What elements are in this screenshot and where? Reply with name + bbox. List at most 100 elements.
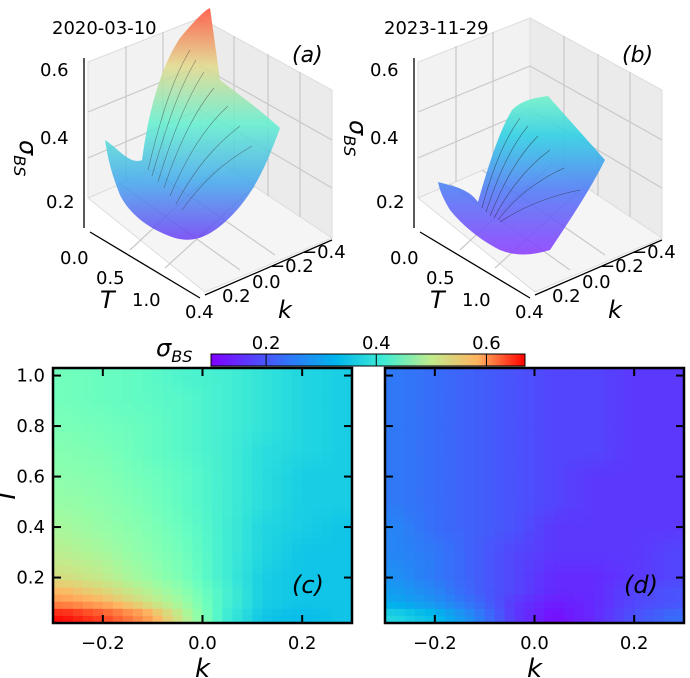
heatmap-cell [92,530,104,539]
heatmap-cell [434,566,446,575]
heatmap-cell [212,573,224,582]
heatmap-cell [594,474,605,482]
heatmap-cell [53,417,64,426]
x-tick-label: 0.2 [288,633,317,654]
heatmap-cell [222,396,233,405]
heatmap-cell [654,431,665,440]
heatmap-cell [172,417,184,426]
heatmap-cell [232,488,243,497]
heatmap-cell [414,382,426,390]
heatmap-cell [444,495,456,504]
heatmap-cell [182,530,194,539]
heatmap-cell [172,594,184,603]
heatmap-cell [564,594,575,603]
heatmap-cell [584,601,595,610]
heatmap-cell [152,509,164,518]
heatmap-cell [112,495,124,504]
heatmap-cell [404,552,416,560]
heatmap-cell [584,396,595,405]
heatmap-cell [122,530,134,539]
heatmap-cell [82,467,94,475]
heatmap-cell [464,495,476,504]
heatmap-cell [434,453,446,461]
heatmap-cell [534,467,546,475]
heatmap-cell [242,389,253,397]
heatmap-cell [674,410,685,419]
heatmap-cell [604,488,615,497]
heatmap-cell [444,382,456,390]
heatmap-cell [172,502,184,511]
heatmap-cell [312,523,323,532]
heatmap-cell [414,438,426,447]
heatmap-cell [514,573,526,582]
heatmap-cell [434,389,446,397]
heatmap-cell [524,424,536,433]
heatmap-cell [282,608,293,617]
heatmap-cell [82,382,94,390]
heatmap-cell [534,587,546,596]
heatmap-cell [332,474,343,482]
heatmap-cell [634,594,645,603]
heatmap-cell [302,552,313,560]
heatmap-cell [554,530,565,539]
panel-b-ytick: 0.2 [552,286,581,307]
heatmap-cell [624,509,635,518]
heatmap-cell [282,453,293,461]
heatmap-cell [614,530,625,539]
heatmap-cell [404,453,416,461]
heatmap-cell [454,552,466,560]
heatmap-cell [654,601,665,610]
heatmap-cell [464,467,476,475]
heatmap-cell [202,382,214,390]
heatmap-cell [654,488,665,497]
heatmap-cell [262,403,273,412]
heatmap-cell [584,516,595,525]
heatmap-cell [92,403,104,412]
heatmap-cell [604,523,615,532]
heatmap-cell [162,559,174,567]
heatmap-cell [454,601,466,610]
heatmap-cell [202,502,214,511]
panel-b-xtick: 1.0 [462,290,491,311]
heatmap-cell [514,417,526,426]
heatmap-cell [142,516,154,525]
heatmap-cell [404,545,416,553]
heatmap-cell [394,552,406,560]
heatmap-cell [464,488,476,497]
heatmap-cell [604,538,615,546]
heatmap-cell [292,474,303,482]
heatmap-cell [524,502,536,511]
heatmap-cell [322,467,333,475]
heatmap-cell [262,566,273,575]
heatmap-cell [394,445,406,454]
heatmap-cell [464,417,476,426]
heatmap-cell [82,481,94,490]
heatmap-cell [534,523,546,532]
heatmap-cell [232,545,243,553]
heatmap-cell [262,474,273,482]
heatmap-cell [534,594,546,603]
heatmap-cell [172,580,184,589]
heatmap-cell [594,460,605,468]
heatmap-cell [584,488,595,497]
heatmap-cell [444,417,456,426]
heatmap-cell [202,460,214,468]
heatmap-cell [514,495,526,504]
heatmap-cell [404,530,416,539]
heatmap-cell [385,375,396,383]
heatmap-cell [212,580,224,589]
heatmap-cell [62,573,74,582]
heatmap-cell [212,431,224,440]
heatmap-cell [394,368,406,376]
heatmap-cell [322,495,333,504]
heatmap-cell [394,523,406,532]
heatmap-cell [112,403,124,412]
heatmap-cell [332,396,343,405]
heatmap-cell [564,530,575,539]
heatmap-cell [674,467,685,475]
heatmap-cell [152,502,164,511]
heatmap-cell [614,502,625,511]
heatmap-cell [252,608,263,617]
heatmap-cell [474,438,486,447]
heatmap-cell [162,396,174,405]
